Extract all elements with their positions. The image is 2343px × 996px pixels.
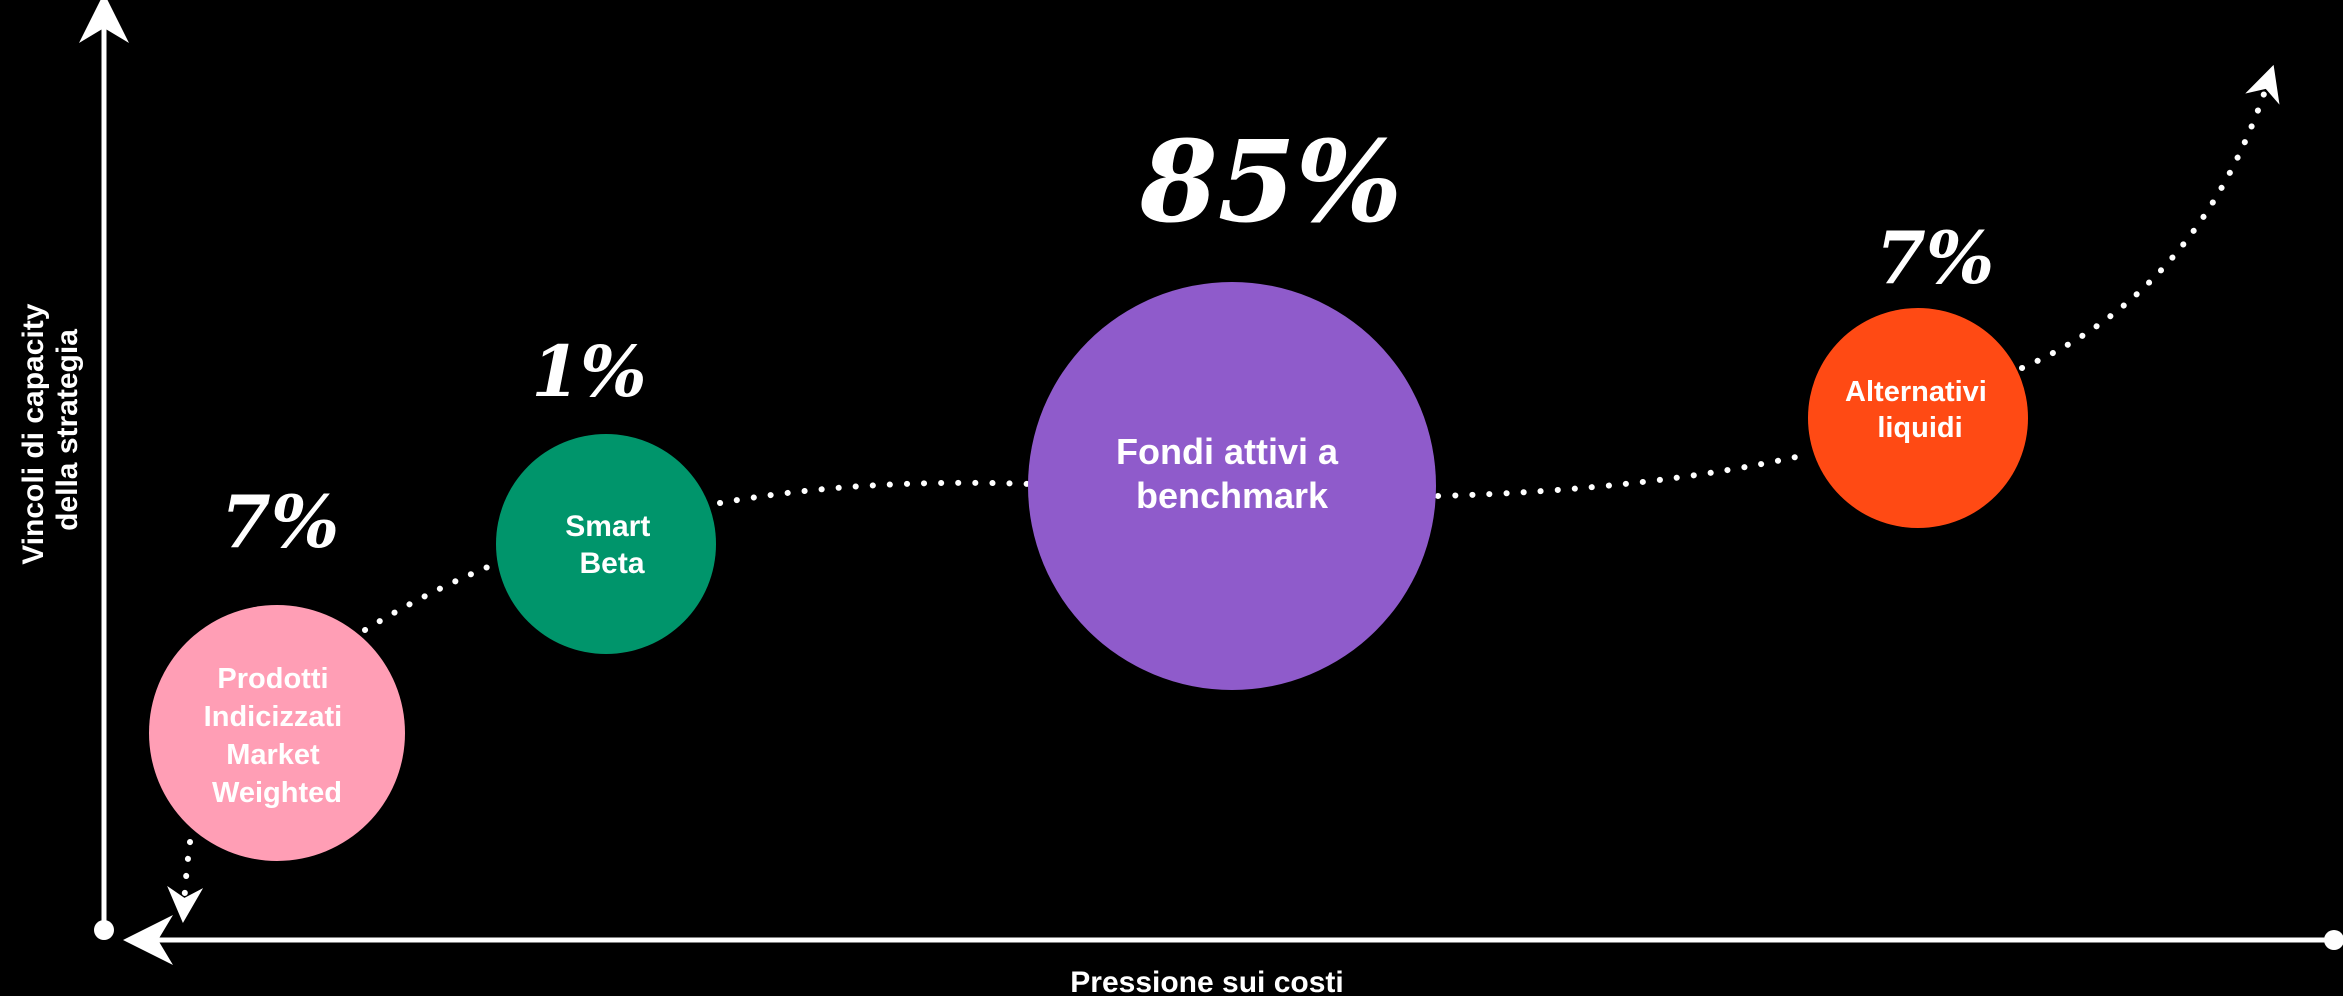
bubble-label-smart-beta: Smart Beta <box>565 510 658 580</box>
percent-liquid-alternatives: 7% <box>1876 215 1995 300</box>
bubble-liquid-alternatives <box>1808 308 2028 528</box>
connector-alternatives-up-arrow <box>2019 64 2280 371</box>
connector-active-to-alternatives <box>1435 452 1808 499</box>
x-axis-end-dot <box>2324 930 2343 950</box>
y-axis-title: Vincoli di capacity della strategia <box>17 295 84 565</box>
percent-active-benchmark: 85% <box>1139 117 1402 248</box>
bubble-smart-beta <box>496 434 716 654</box>
percent-smart-beta: 1% <box>531 330 646 413</box>
bubble-active-benchmark <box>1028 282 1436 690</box>
bubble-label-liquid-alternatives: Alternativi liquidi <box>1845 376 1995 444</box>
connector-down-arrow <box>167 839 204 923</box>
percent-market-weighted: 7% <box>221 479 340 564</box>
connector-market-to-smartbeta <box>362 559 503 633</box>
axis-origin-dot <box>94 920 114 940</box>
bubble-label-active-benchmark: Fondi attivi a benchmark <box>1116 431 1348 516</box>
connector-smartbeta-to-active <box>717 479 1033 506</box>
bubble-label-market-weighted: Prodotti Indicizzati Market Weighted <box>204 663 351 809</box>
bubble-market-weighted <box>149 605 405 861</box>
x-axis-title: Pressione sui costi <box>1070 966 1343 996</box>
